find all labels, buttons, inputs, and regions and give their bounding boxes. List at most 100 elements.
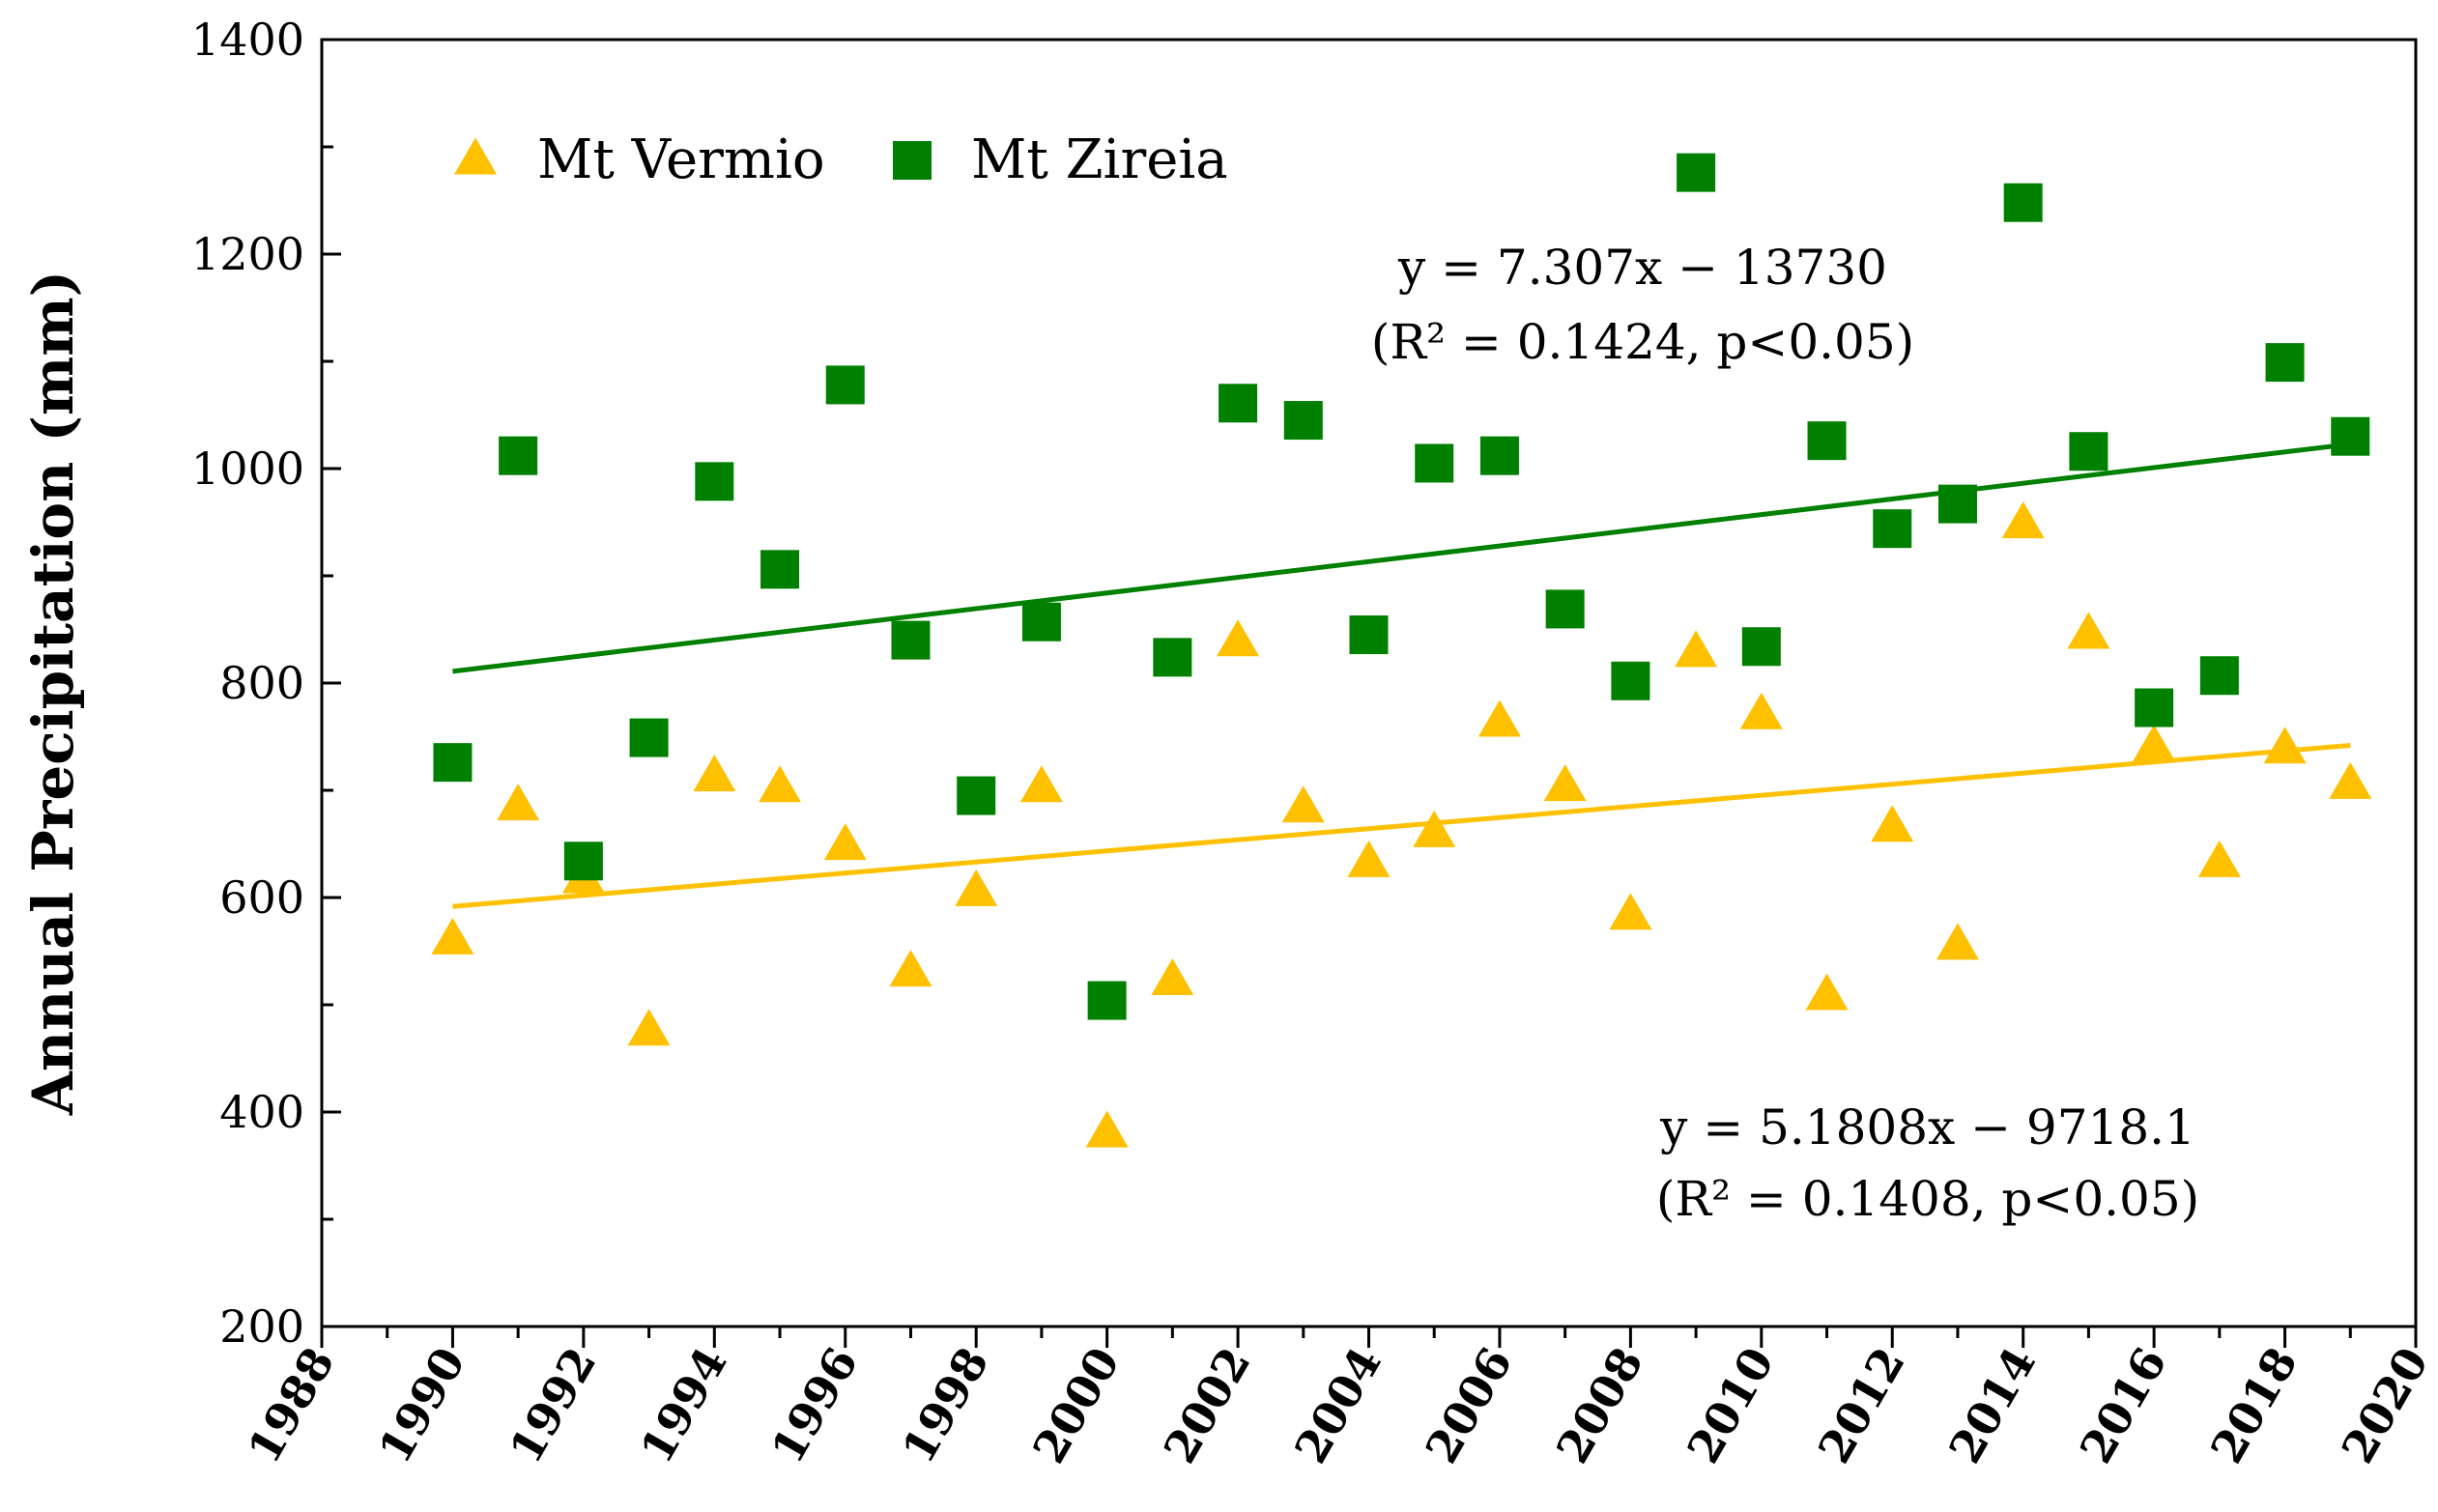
vermio-point: [1281, 785, 1325, 823]
zireia-stats: (R² = 0.1424, p<0.05): [1371, 314, 1914, 370]
vermio-point: [693, 755, 736, 792]
vermio-point: [497, 784, 540, 821]
y-tick-label: 1200: [191, 228, 304, 280]
x-tick-label: 2018: [2200, 1339, 2308, 1472]
zireia-point: [1545, 589, 1585, 629]
zireia-point: [1479, 436, 1519, 475]
zireia-point: [1021, 602, 1061, 642]
zireia-point: [2003, 183, 2043, 222]
x-tick-label: 2004: [1284, 1339, 1391, 1472]
annotation-layer: y = 7.307x − 13730 (R² = 0.1424, p<0.05) y…: [1371, 240, 2199, 1227]
vermio-point: [1805, 973, 1849, 1011]
zireia-point: [2199, 656, 2239, 696]
zireia-points: [433, 153, 2370, 1020]
zireia-point: [1415, 443, 1454, 483]
zireia-point: [499, 436, 538, 475]
vermio-point: [1019, 765, 1063, 803]
vermio-point: [1609, 893, 1652, 930]
zireia-point: [1807, 421, 1847, 461]
zireia-point: [1741, 627, 1781, 667]
y-tick-label: 400: [219, 1086, 304, 1138]
zireia-point: [2135, 688, 2174, 727]
zireia-point: [2069, 432, 2108, 471]
legend-vermio-marker: [454, 137, 497, 175]
x-tick-label: 2002: [1154, 1339, 1261, 1472]
vermio-point: [1413, 810, 1456, 847]
zireia-point: [1611, 661, 1650, 700]
vermio-equation: y = 5.1808x − 9718.1: [1659, 1099, 2195, 1155]
vermio-point: [1871, 805, 1914, 842]
x-tick-label: 1992: [500, 1339, 607, 1472]
vermio-point: [2329, 761, 2372, 799]
vermio-point: [1675, 630, 1718, 668]
zireia-point: [2265, 343, 2305, 383]
vermio-point: [1739, 692, 1783, 729]
legend-vermio-label: Mt Vermio: [537, 128, 825, 191]
vermio-point: [1936, 923, 1979, 960]
axes-layer: 200 400 600 800 1000 1200 1400 1988 1990 1992 1994…: [20, 14, 2438, 1471]
vermio-point: [823, 823, 867, 861]
vermio-point: [2263, 727, 2307, 764]
zireia-point: [563, 842, 603, 881]
marker-layer: [431, 153, 2372, 1148]
vermio-point: [1543, 764, 1587, 802]
vermio-point: [2133, 725, 2176, 762]
vermio-point: [1217, 619, 1260, 657]
vermio-point: [2001, 501, 2045, 539]
x-tick-label: 2010: [1678, 1339, 1785, 1472]
zireia-point: [825, 365, 865, 405]
legend-zireia-label: Mt Zireia: [971, 128, 1228, 191]
zireia-point: [1153, 638, 1192, 677]
x-tick-label: 1994: [630, 1339, 737, 1472]
vermio-point: [955, 869, 998, 906]
vermio-trendline: [452, 742, 2351, 909]
x-tick-label: 1996: [760, 1339, 868, 1472]
x-tick-label: 2006: [1416, 1339, 1523, 1472]
vermio-point: [627, 1009, 671, 1046]
x-tick-label: 1988: [238, 1339, 345, 1472]
zireia-equation: y = 7.307x − 13730: [1397, 240, 1887, 296]
y-tick-label: 600: [219, 871, 304, 924]
y-tick-label: 1000: [191, 442, 304, 495]
zireia-point: [2331, 416, 2370, 456]
x-tick-label: 2016: [2070, 1339, 2177, 1472]
y-tick-label: 200: [219, 1300, 304, 1353]
y-tick-label: 1400: [191, 14, 304, 66]
x-tick-label: 2012: [1808, 1339, 1915, 1472]
zireia-point: [695, 462, 734, 501]
x-tick-label: 2000: [1022, 1339, 1130, 1472]
zireia-point: [957, 776, 996, 815]
vermio-point: [2067, 612, 2110, 649]
zireia-point: [1219, 384, 1258, 423]
zireia-point: [629, 718, 669, 757]
trendline-layer: [452, 442, 2351, 909]
zireia-point: [1677, 153, 1716, 192]
x-tick-label: 1998: [892, 1339, 999, 1472]
zireia-point: [760, 550, 800, 589]
legend: Mt Vermio Mt Zireia: [454, 128, 1228, 191]
x-tick-label: 2008: [1546, 1339, 1653, 1472]
vermio-point: [431, 917, 474, 955]
vermio-point: [889, 950, 932, 987]
zireia-point: [433, 743, 473, 783]
zireia-point: [1873, 509, 1912, 549]
zireia-point: [1283, 401, 1323, 441]
zireia-point: [1349, 615, 1389, 655]
vermio-stats: (R² = 0.1408, p<0.05): [1656, 1171, 2199, 1227]
zireia-point: [1087, 981, 1127, 1020]
vermio-point: [759, 765, 802, 803]
y-tick-label: 800: [219, 657, 304, 709]
vermio-point: [1477, 699, 1521, 737]
zireia-trendline: [452, 442, 2351, 674]
legend-zireia-marker: [893, 141, 932, 180]
zireia-point: [891, 620, 931, 660]
vermio-point: [1085, 1110, 1129, 1148]
x-tick-label: 2020: [2332, 1339, 2438, 1472]
x-tick-label: 2014: [1938, 1339, 2046, 1472]
y-axis-title: Annual Precipitation (mm): [20, 271, 86, 1116]
zireia-point: [1937, 484, 1977, 524]
x-tick-label: 1990: [368, 1339, 475, 1472]
vermio-point: [1151, 958, 1194, 996]
